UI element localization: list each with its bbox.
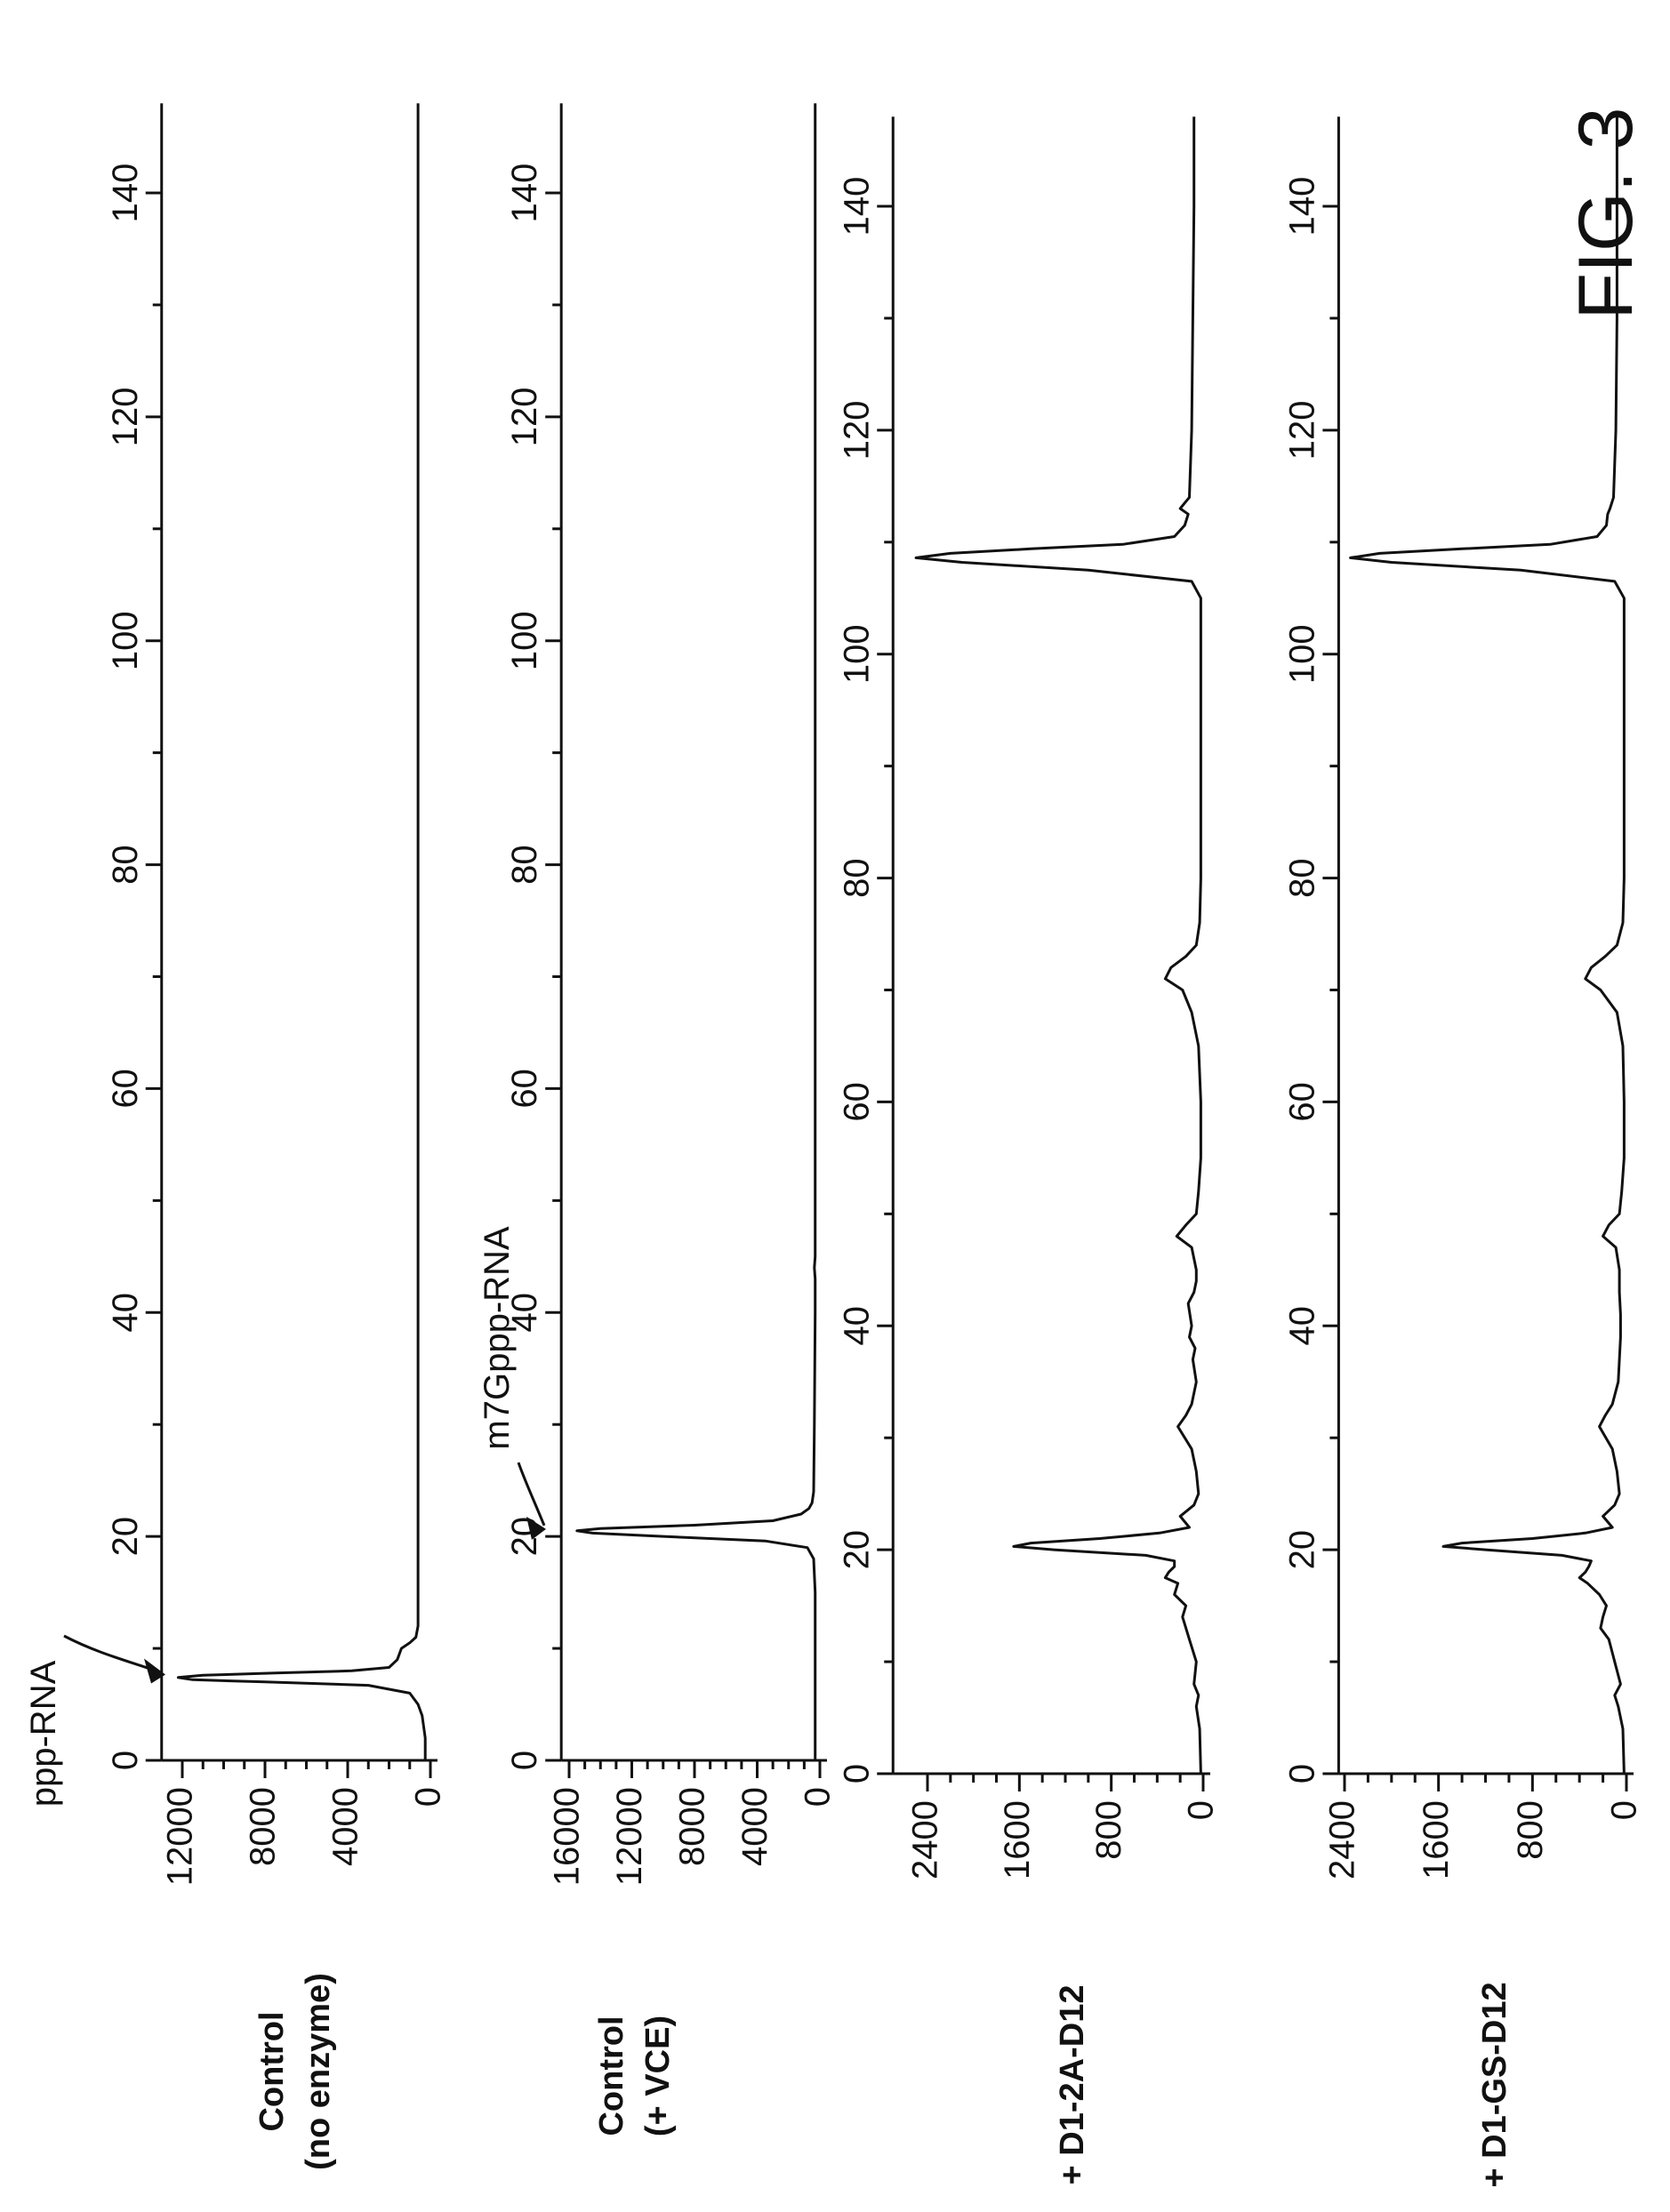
x-tick-label: 20 — [106, 1517, 145, 1557]
y-tick-label: 800 — [1511, 1800, 1550, 1860]
x-tick-label: 40 — [505, 1293, 544, 1333]
panel-label: (no enzyme) — [300, 1973, 337, 2170]
x-tick-label: 100 — [505, 611, 544, 670]
x-tick-label: 80 — [837, 858, 876, 898]
panel-label: Control — [253, 2011, 291, 2131]
y-tick-label: 2400 — [906, 1800, 945, 1879]
y-tick-label: 4000 — [735, 1787, 775, 1866]
chart-panels: 02040608010012014004000800012000Control(… — [24, 103, 1644, 2188]
y-tick-label: 12000 — [161, 1787, 200, 1886]
x-tick-label: 120 — [1282, 400, 1321, 460]
y-tick-label: 0 — [1182, 1800, 1221, 1820]
annotation-arrow — [517, 1462, 546, 1527]
arrow-head-icon — [144, 1658, 165, 1684]
x-tick-label: 0 — [505, 1751, 544, 1770]
series-line — [1349, 116, 1626, 1775]
y-tick-label: 0 — [799, 1787, 838, 1807]
x-tick-label: 0 — [837, 1764, 876, 1783]
x-tick-label: 60 — [837, 1082, 876, 1122]
x-tick-label: 140 — [837, 177, 876, 236]
panel-label: + D1-GS-D12 — [1476, 1982, 1513, 2187]
x-tick-label: 100 — [1282, 624, 1321, 684]
x-tick-label: 80 — [505, 845, 544, 885]
figure-label: FIG. 3 — [1563, 108, 1649, 320]
y-tick-label: 1600 — [998, 1800, 1037, 1879]
x-tick-label: 60 — [1282, 1082, 1321, 1122]
y-tick-label: 8000 — [673, 1787, 712, 1866]
x-tick-label: 120 — [505, 387, 544, 446]
x-tick-label: 140 — [505, 164, 544, 223]
x-tick-label: 60 — [106, 1069, 145, 1109]
chart-panel-3: 0 20 40 60 80 100 120 140 0 800 1600 2400 + D1-2A-D1… — [837, 116, 1221, 2185]
panel-label: (+ VCE) — [639, 2016, 677, 2136]
x-tick-label: 40 — [837, 1306, 876, 1346]
y-tick-label: 1600 — [1417, 1800, 1456, 1879]
x-tick-label: 140 — [106, 164, 145, 223]
x-tick-label: 100 — [837, 624, 876, 684]
x-tick-label: 20 — [837, 1530, 876, 1570]
chart-panel-4: 0 20 40 60 80 100 120 140 0 800 1600 2400 + D1-GS-D1… — [1282, 116, 1644, 2188]
y-tick-label: 800 — [1089, 1800, 1128, 1860]
x-tick-label: 60 — [505, 1069, 544, 1109]
x-tick-label: 40 — [106, 1293, 145, 1333]
x-tick-label: 40 — [1282, 1306, 1321, 1346]
x-tick-label: 20 — [505, 1517, 544, 1557]
series-line — [176, 103, 427, 1760]
chart-panel-2: 0 20 40 60 80 100 120 140 0 4000 8000 12000 16000 Con… — [478, 103, 838, 2136]
chart-panel-1: 0 20 40 60 80 100 120 140 0 4000 8000 12000 Control(… — [24, 103, 448, 2170]
y-tick-label: 8000 — [244, 1787, 283, 1866]
y-tick-label: 2400 — [1323, 1800, 1362, 1879]
peak-annotation: m7Gppp-RNA — [478, 1226, 517, 1450]
y-tick-label: 16000 — [548, 1787, 587, 1886]
panel-label: + D1-2A-D12 — [1054, 1985, 1091, 2185]
x-tick-label: 80 — [1282, 858, 1321, 898]
y-tick-label: 0 — [1605, 1800, 1644, 1820]
x-tick-label: 140 — [1282, 177, 1321, 236]
y-tick-label: 4000 — [326, 1787, 365, 1866]
peak-annotation: ppp-RNA — [24, 1660, 63, 1807]
panel-label: Control — [593, 2016, 630, 2136]
series-line — [575, 103, 817, 1760]
y-tick-label: 12000 — [610, 1787, 649, 1886]
x-tick-label: 120 — [106, 387, 145, 446]
x-tick-label: 120 — [837, 400, 876, 460]
y-tick-label: 0 — [409, 1787, 448, 1807]
arrow-head-icon — [526, 1516, 546, 1540]
x-tick-label: 100 — [106, 611, 145, 670]
x-tick-label: 0 — [106, 1751, 145, 1770]
series-line — [914, 116, 1202, 1775]
x-tick-label: 0 — [1282, 1764, 1321, 1783]
x-tick-label: 20 — [1282, 1530, 1321, 1570]
x-tick-label: 80 — [106, 845, 145, 885]
